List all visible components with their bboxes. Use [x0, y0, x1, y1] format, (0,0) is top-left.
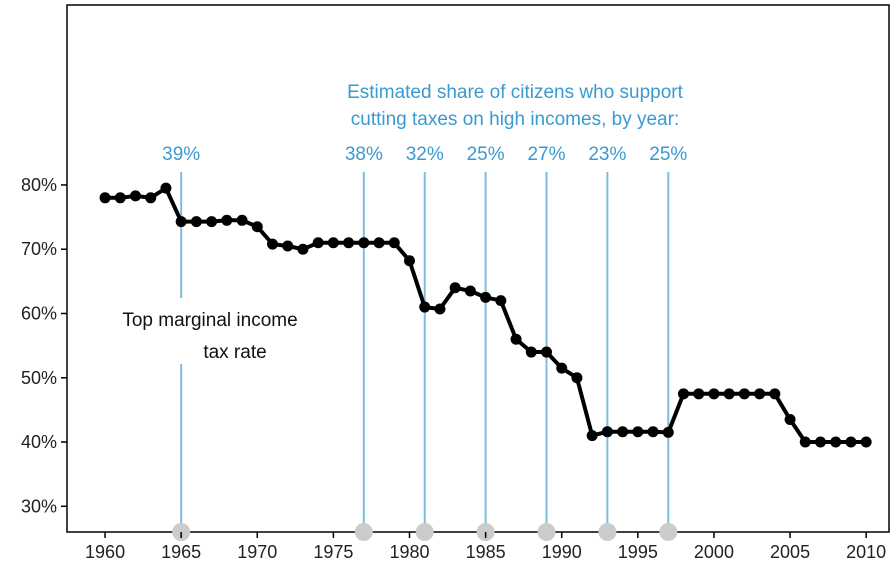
- annotation-title-line-2: cutting taxes on high incomes, by year:: [351, 109, 679, 130]
- data-point-1986: [495, 295, 507, 307]
- annotation-title: Estimated share of citizens who support …: [347, 82, 684, 130]
- annotation-value-1989: 27%: [527, 144, 565, 165]
- data-point-1983: [449, 282, 461, 294]
- data-point-1980: [404, 255, 415, 267]
- data-point-2008: [830, 436, 842, 448]
- data-point-1987: [510, 333, 522, 345]
- data-point-1972: [282, 240, 294, 252]
- annotation-value-1985: 25%: [467, 144, 505, 165]
- x-tick-label-2005: 2005: [770, 542, 810, 562]
- data-point-2003: [754, 388, 766, 400]
- data-point-1996: [647, 426, 659, 438]
- data-point-1985: [480, 291, 492, 303]
- y-tick-label-80: 80%: [21, 175, 57, 195]
- x-tick-label-1965: 1965: [161, 542, 201, 562]
- y-tick-label-70: 70%: [21, 239, 57, 259]
- data-point-1964: [160, 182, 172, 194]
- annotation-value-1993: 23%: [588, 144, 626, 165]
- data-point-2006: [799, 436, 811, 448]
- data-point-1970: [251, 221, 263, 233]
- annotation-value-1977: 38%: [345, 144, 383, 165]
- data-point-1991: [571, 372, 583, 384]
- series-label-line-2: tax rate: [203, 342, 266, 363]
- data-point-2004: [769, 388, 781, 400]
- annotation-title-line-1: Estimated share of citizens who support: [347, 82, 684, 103]
- data-point-1975: [327, 237, 339, 249]
- annotation-marker-1989: [537, 523, 556, 541]
- data-point-1989: [541, 346, 552, 358]
- data-point-1961: [114, 192, 126, 204]
- annotation-value-1981: 32%: [406, 144, 444, 165]
- data-point-2009: [845, 436, 857, 448]
- data-point-1960: [99, 192, 111, 204]
- x-tick-label-1970: 1970: [237, 542, 277, 562]
- data-point-1968: [221, 214, 233, 226]
- data-point-1962: [130, 190, 141, 202]
- data-point-1990: [556, 362, 568, 374]
- x-axis: 1960 1965 1970 1975 1980 1985 1990 1995 2000 2005…: [85, 532, 886, 562]
- data-point-1979: [388, 237, 400, 249]
- x-tick-label-1975: 1975: [313, 542, 353, 562]
- data-point-2001: [723, 388, 735, 400]
- data-point-1994: [617, 426, 629, 438]
- x-tick-label-1980: 1980: [389, 542, 429, 562]
- x-tick-label-1990: 1990: [542, 542, 582, 562]
- annotation-value-1965: 39%: [162, 144, 200, 165]
- data-point-1963: [145, 192, 157, 204]
- y-tick-label-30: 30%: [21, 496, 57, 516]
- x-tick-label-2000: 2000: [694, 542, 734, 562]
- x-tick-label-2010: 2010: [846, 542, 886, 562]
- data-point-1973: [297, 243, 309, 255]
- data-point-2005: [784, 414, 796, 426]
- data-point-1999: [693, 388, 705, 400]
- data-point-1988: [525, 346, 537, 358]
- y-axis: 30% 40% 50% 60% 70% 80%: [21, 175, 67, 516]
- data-point-1965: [175, 216, 187, 228]
- data-point-1982: [434, 303, 446, 315]
- data-point-1976: [343, 237, 355, 249]
- data-point-1978: [373, 237, 385, 249]
- data-point-1993: [601, 426, 613, 438]
- annotation-marker-1977: [354, 523, 373, 541]
- data-point-1997: [662, 426, 674, 438]
- data-point-1966: [190, 216, 202, 228]
- data-point-1974: [312, 237, 324, 249]
- data-point-1981: [419, 301, 431, 313]
- annotation-lines: [180, 172, 670, 532]
- series-label-background: [100, 298, 320, 364]
- annotation-marker-1997: [659, 523, 678, 541]
- series-tax-rate: [99, 182, 872, 448]
- y-tick-label-40: 40%: [21, 432, 57, 452]
- y-tick-label-50: 50%: [21, 368, 57, 388]
- data-point-1992: [586, 430, 598, 442]
- y-tick-label-60: 60%: [21, 303, 57, 323]
- annotation-marker-1981: [415, 523, 434, 541]
- data-point-1971: [267, 238, 278, 250]
- data-point-1967: [206, 216, 218, 228]
- annotation-marker-1993: [598, 523, 617, 541]
- data-point-2000: [708, 388, 720, 400]
- data-point-1977: [358, 237, 370, 249]
- data-point-2007: [815, 436, 826, 448]
- data-point-1995: [632, 426, 644, 438]
- data-point-1998: [678, 388, 689, 400]
- annotation-value-1997: 25%: [649, 144, 687, 165]
- annotation-labels: 39% 38% 32% 25% 27% 23% 25%: [162, 144, 687, 165]
- data-point-1969: [236, 214, 248, 226]
- data-point-2010: [860, 436, 872, 448]
- x-tick-label-1985: 1985: [466, 542, 506, 562]
- data-point-2002: [738, 388, 750, 400]
- x-tick-label-1995: 1995: [618, 542, 658, 562]
- x-tick-label-1960: 1960: [85, 542, 125, 562]
- data-point-1984: [464, 285, 476, 297]
- series-label-line-1: Top marginal income: [122, 310, 297, 331]
